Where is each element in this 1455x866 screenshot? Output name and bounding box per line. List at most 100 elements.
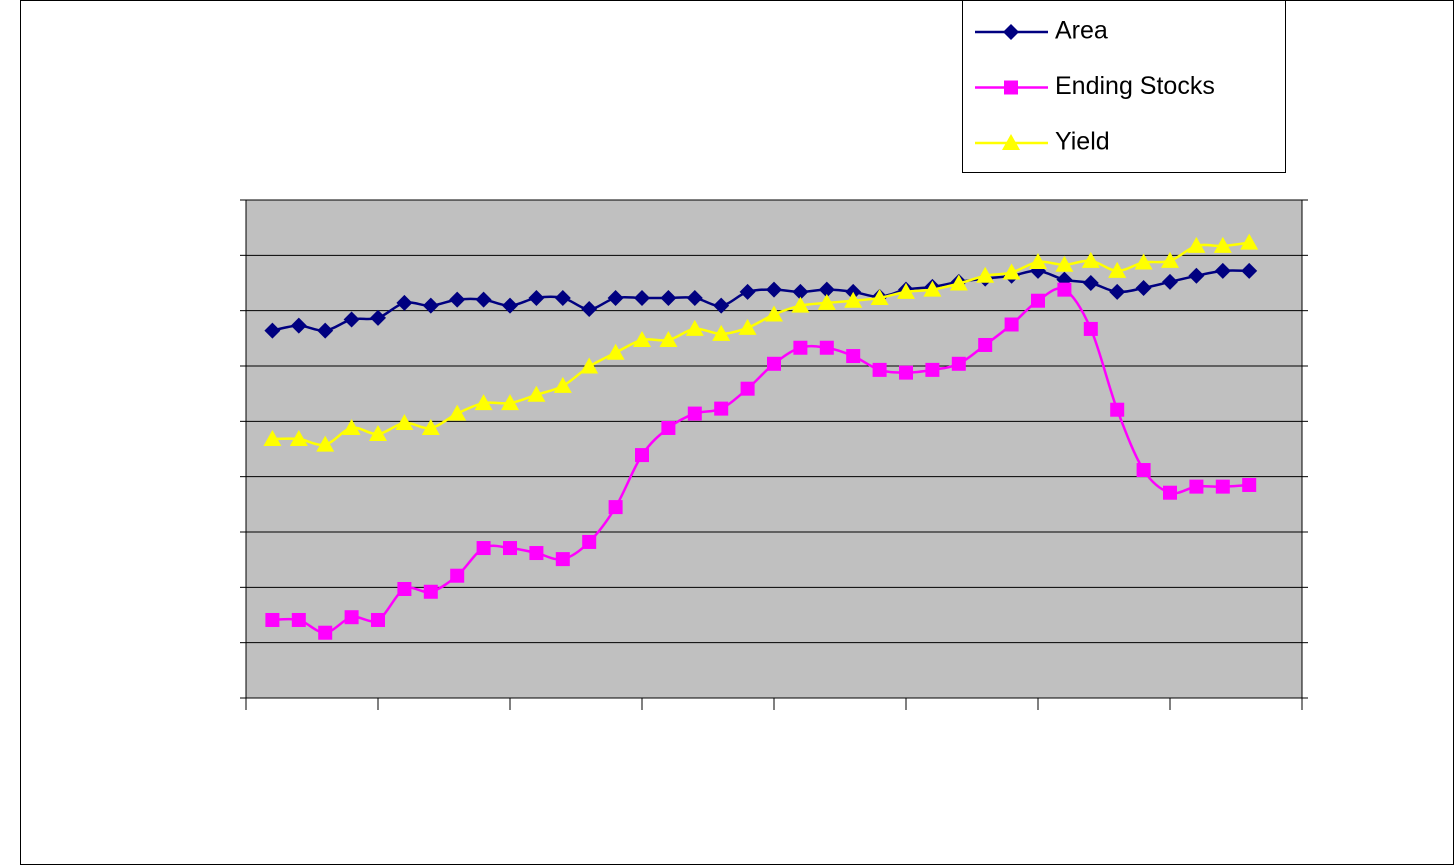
diamond-marker xyxy=(264,322,281,339)
triangle-marker xyxy=(1161,251,1179,268)
diamond-marker xyxy=(343,311,360,328)
square-marker xyxy=(582,534,597,549)
square-marker xyxy=(951,356,966,371)
triangle-marker xyxy=(501,394,519,411)
square-marker xyxy=(1004,317,1019,332)
diamond-marker xyxy=(475,291,492,308)
square-marker xyxy=(714,401,729,416)
triangle-marker xyxy=(316,435,335,452)
square-marker xyxy=(740,381,755,396)
square-marker xyxy=(529,546,544,561)
square-marker xyxy=(1083,321,1098,336)
square-marker xyxy=(1004,80,1018,95)
diamond-marker xyxy=(766,281,782,298)
diamond-marker xyxy=(1003,24,1019,40)
triangle-marker xyxy=(421,418,440,435)
triangle-marker xyxy=(1081,251,1100,268)
triangle-marker xyxy=(791,296,810,313)
square-marker xyxy=(1136,463,1151,478)
triangle-marker xyxy=(633,330,651,347)
square-marker xyxy=(265,612,280,627)
triangle-marker xyxy=(553,376,572,393)
triangle-marker xyxy=(817,293,836,310)
diamond-marker xyxy=(607,289,624,306)
triangle-marker xyxy=(765,305,783,322)
triangle-marker xyxy=(527,385,546,402)
triangle-marker xyxy=(1187,236,1206,253)
square-marker xyxy=(819,340,834,355)
diamond-marker xyxy=(502,297,518,314)
diamond-marker xyxy=(739,283,756,300)
diamond-marker xyxy=(370,309,386,326)
square-marker xyxy=(291,612,306,627)
diamond-marker xyxy=(449,291,466,308)
square-marker xyxy=(371,612,385,627)
triangle-marker xyxy=(976,266,995,283)
triangle-marker xyxy=(949,274,968,291)
triangle-marker xyxy=(1002,134,1020,150)
diamond-marker xyxy=(581,301,598,318)
square-marker xyxy=(1110,402,1125,417)
square-marker xyxy=(1057,282,1072,297)
square-marker xyxy=(1163,485,1177,500)
diamond-marker xyxy=(1241,262,1258,279)
triangle-marker xyxy=(606,343,625,360)
legend-label: Area xyxy=(1055,17,1108,45)
triangle-marker xyxy=(1108,261,1127,278)
square-marker xyxy=(1215,479,1230,494)
diamond-marker xyxy=(634,289,650,306)
square-marker xyxy=(978,337,993,352)
square-marker xyxy=(344,610,359,625)
diamond-marker xyxy=(554,289,571,306)
square-marker xyxy=(661,420,676,435)
square-marker xyxy=(635,448,649,463)
diamond-marker xyxy=(686,289,703,306)
diamond-marker xyxy=(1135,279,1152,296)
square-marker xyxy=(1189,479,1204,494)
square-marker xyxy=(899,365,913,380)
triangle-marker xyxy=(1029,252,1047,269)
square-marker xyxy=(767,356,781,371)
diamond-marker xyxy=(290,317,307,334)
square-marker xyxy=(1031,293,1045,308)
diamond-marker xyxy=(1109,283,1126,300)
triangle-marker xyxy=(685,319,704,336)
triangle-marker xyxy=(738,318,757,335)
square-marker xyxy=(793,340,808,355)
triangle-marker xyxy=(342,418,361,435)
triangle-marker xyxy=(923,280,942,297)
triangle-marker xyxy=(870,288,889,305)
square-marker xyxy=(397,581,412,596)
triangle-marker xyxy=(1055,255,1074,272)
triangle-marker xyxy=(448,404,467,421)
square-marker xyxy=(555,552,570,567)
triangle-marker xyxy=(289,430,308,447)
diamond-marker xyxy=(818,281,835,298)
square-marker xyxy=(687,406,702,421)
legend-label: Ending Stocks xyxy=(1055,72,1215,100)
plot-area xyxy=(245,199,1303,699)
square-marker xyxy=(450,568,465,583)
square-marker xyxy=(846,349,861,364)
square-marker xyxy=(872,362,887,377)
diamond-marker xyxy=(422,297,439,314)
square-marker xyxy=(608,500,623,515)
triangle-marker xyxy=(844,291,863,308)
square-marker xyxy=(503,541,517,556)
diamond-marker xyxy=(396,294,413,311)
triangle-marker xyxy=(1213,236,1232,253)
diamond-marker xyxy=(1082,275,1099,291)
triangle-marker xyxy=(712,324,731,341)
diamond-marker xyxy=(317,322,334,339)
square-marker xyxy=(1242,477,1257,492)
diamond-marker xyxy=(528,289,545,306)
square-marker xyxy=(423,584,438,599)
triangle-marker xyxy=(474,394,493,411)
diamond-marker xyxy=(713,297,730,314)
square-marker xyxy=(318,625,333,640)
diamond-marker xyxy=(1214,262,1231,279)
triangle-marker xyxy=(263,430,282,447)
diamond-marker xyxy=(1188,267,1205,284)
legend-label: Yield xyxy=(1055,128,1110,156)
